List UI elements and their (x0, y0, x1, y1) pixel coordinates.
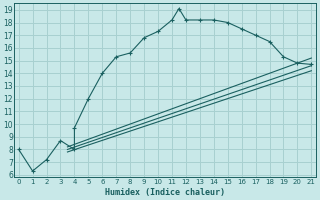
X-axis label: Humidex (Indice chaleur): Humidex (Indice chaleur) (105, 188, 225, 197)
